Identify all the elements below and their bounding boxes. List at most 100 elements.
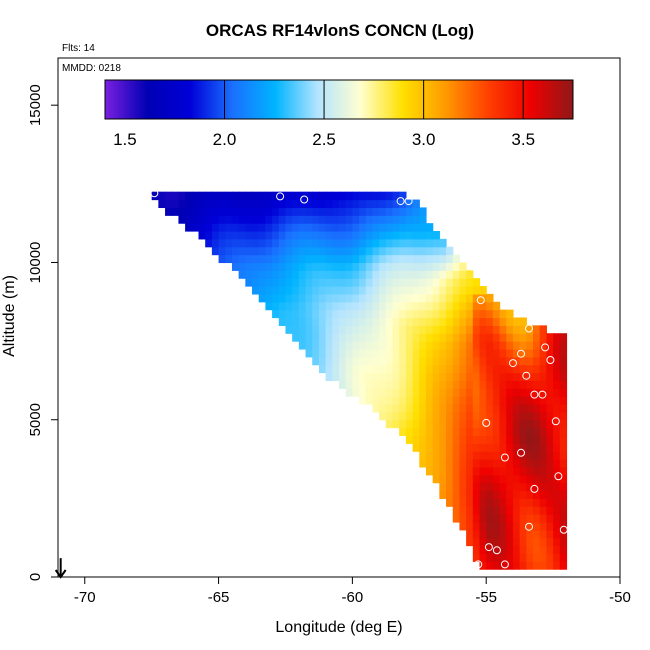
heatmap-cell	[546, 411, 554, 421]
heatmap-cell	[425, 348, 434, 358]
heatmap-cell	[305, 231, 313, 240]
heatmap-cell	[339, 325, 347, 334]
heatmap-cell	[506, 514, 514, 523]
heatmap-cell	[526, 348, 534, 358]
heatmap-cell	[539, 380, 547, 389]
heatmap-cell	[352, 254, 360, 264]
heatmap-cell	[385, 388, 394, 397]
heatmap-cell	[499, 490, 507, 499]
heatmap-cell	[372, 262, 380, 271]
heatmap-cell	[365, 341, 374, 350]
heatmap-cell	[512, 561, 521, 570]
heatmap-cell	[559, 435, 568, 444]
heatmap-cell	[298, 286, 307, 295]
heatmap-cell	[405, 364, 414, 374]
x-tick-label: -65	[208, 589, 230, 606]
heatmap-cell	[305, 191, 313, 201]
heatmap-cell	[379, 341, 387, 350]
heatmap-cell	[285, 231, 293, 240]
heatmap-cell	[459, 427, 467, 437]
heatmap-cell	[479, 372, 487, 382]
heatmap-cell	[533, 553, 541, 562]
heatmap-cell	[432, 231, 440, 240]
heatmap-cell	[339, 364, 347, 374]
heatmap-cell	[492, 419, 501, 429]
heatmap-cell	[452, 325, 461, 334]
heatmap-cell	[252, 207, 260, 216]
heatmap-cell	[526, 419, 534, 429]
heatmap-cell	[385, 341, 394, 350]
heatmap-cell	[372, 348, 380, 358]
heatmap-cell	[439, 443, 447, 452]
x-axis: -70 -65 -60 -55 -50	[74, 577, 631, 606]
heatmap-cell	[305, 293, 313, 303]
heatmap-cell	[419, 207, 427, 216]
heatmap-cell	[211, 215, 220, 224]
sample-point	[525, 324, 533, 333]
heatmap-cell	[439, 333, 447, 342]
heatmap-cell	[506, 553, 514, 562]
heatmap-cell	[359, 301, 367, 311]
start-arrow-head	[54, 569, 67, 579]
x-tick-label: -60	[342, 589, 364, 606]
heatmap-cell	[292, 301, 300, 311]
heatmap-cell	[298, 333, 307, 342]
heatmap-cell	[405, 317, 414, 326]
heatmap-cell	[526, 521, 534, 531]
heatmap-cell	[452, 301, 461, 311]
heatmap-cell	[499, 411, 507, 421]
heatmap-cell	[399, 191, 407, 201]
heatmap-cell	[439, 309, 447, 319]
heatmap-cell	[439, 301, 447, 311]
heatmap-cell	[325, 333, 333, 342]
heatmap-cell	[278, 317, 287, 326]
heatmap-cell	[539, 333, 547, 342]
heatmap-cell	[325, 191, 333, 201]
heatmap-cell	[252, 215, 260, 224]
heatmap-cell	[533, 404, 541, 413]
heatmap-cell	[492, 498, 501, 507]
heatmap-cell	[533, 396, 541, 405]
heatmap-cell	[412, 301, 420, 311]
heatmap-cell	[258, 262, 266, 271]
heatmap-cell	[245, 278, 253, 287]
heatmap-cell	[479, 561, 487, 570]
heatmap-cell	[533, 466, 541, 476]
heatmap-cell	[492, 466, 501, 476]
heatmap-cell	[459, 466, 467, 476]
heatmap-cell	[486, 529, 494, 539]
heatmap-cell	[553, 396, 561, 405]
heatmap-cell	[399, 427, 407, 437]
heatmap-cell	[211, 246, 220, 256]
heatmap-cell	[298, 301, 307, 311]
heatmap-cell	[533, 521, 541, 531]
heatmap-cell	[479, 443, 487, 452]
heatmap-cell	[546, 380, 554, 389]
heatmap-cell	[325, 223, 333, 232]
heatmap-cell	[492, 301, 501, 311]
heatmap-cell	[345, 215, 353, 224]
heatmap-cell	[472, 356, 481, 366]
heatmap-cell	[499, 325, 507, 334]
heatmap-cell	[533, 348, 541, 358]
heatmap-cell	[272, 254, 280, 264]
heatmap-cell	[446, 301, 454, 311]
heatmap-cell	[432, 293, 440, 303]
heatmap-cell	[533, 364, 541, 374]
heatmap-cell	[533, 443, 541, 452]
heatmap-cell	[352, 207, 360, 216]
heatmap-cell	[325, 309, 333, 319]
heatmap-cell	[539, 545, 547, 555]
heatmap-cell	[365, 317, 374, 326]
heatmap-cell	[372, 380, 380, 389]
heatmap-cell	[339, 293, 347, 303]
heatmap-cell	[559, 466, 568, 476]
heatmap-cell	[425, 388, 434, 397]
heatmap-cell	[553, 333, 561, 342]
heatmap-cell	[466, 293, 474, 303]
heatmap-cell	[459, 356, 467, 366]
heatmap-cell	[318, 333, 327, 342]
heatmap-cell	[405, 293, 414, 303]
heatmap-cell	[352, 270, 360, 279]
heatmap-cell	[539, 443, 547, 452]
